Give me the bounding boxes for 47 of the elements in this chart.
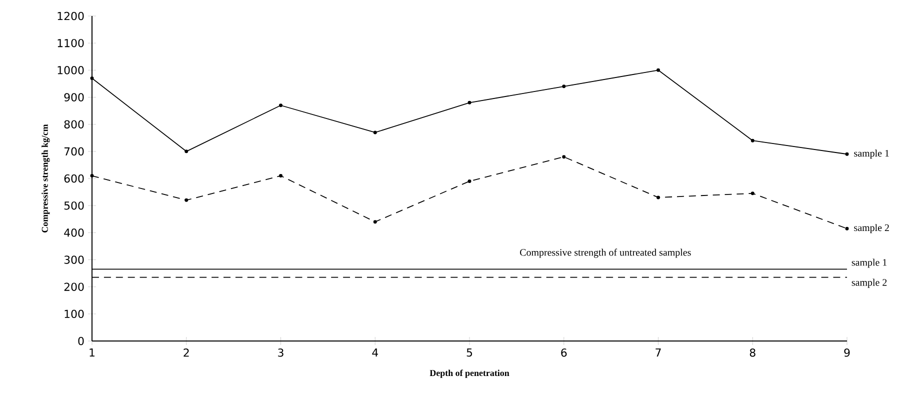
y-tick-label: 900 (64, 93, 84, 102)
point (184, 198, 188, 202)
y-tick-label: 1200 (58, 12, 84, 20)
x-tick-label: 7 (656, 348, 661, 356)
y-tick-label: 400 (64, 228, 84, 237)
point (468, 100, 472, 104)
point (184, 150, 188, 154)
point (656, 196, 660, 200)
point (750, 192, 754, 196)
y-tick-label: 0 (78, 336, 84, 346)
y-tick-label: 300 (64, 256, 84, 264)
point (845, 152, 849, 156)
x-axis-title: Depth of penetration (430, 370, 510, 378)
x-tick-label: 5 (466, 348, 472, 357)
y-axis-title: Compressive strength kg/cm (42, 124, 50, 232)
point (562, 155, 566, 159)
y-tick-label: 200 (64, 282, 84, 291)
x-tick-label: 9 (844, 348, 850, 357)
ref-line-label: sample 1 (852, 258, 887, 268)
y-tick-label: 800 (64, 120, 84, 128)
point (750, 138, 754, 142)
ref-line-label: sample 2 (852, 278, 887, 288)
point (656, 68, 660, 72)
point (562, 84, 566, 88)
x-tick-label: 6 (561, 348, 567, 357)
x-tick-label: 2 (184, 348, 189, 357)
annotation: Compressive strength of untreated samples (520, 248, 691, 258)
point (90, 174, 94, 178)
y-tick-label: 1000 (58, 66, 84, 74)
point (90, 76, 94, 80)
y-tick-label: 500 (64, 201, 84, 210)
series-label: sample 2 (854, 224, 889, 234)
x-tick-label: 4 (372, 348, 378, 356)
series-label: sample 1 (854, 150, 889, 159)
x-tick-label: 8 (750, 348, 756, 357)
point (279, 104, 282, 108)
point (468, 179, 472, 183)
point (373, 130, 377, 134)
point (373, 220, 377, 224)
x-tick-label: 3 (278, 348, 284, 357)
point (845, 226, 849, 230)
y-tick-label: 1100 (58, 38, 84, 48)
x-tick-label: 1 (90, 348, 94, 356)
point (279, 174, 282, 178)
y-tick-label: 700 (64, 147, 84, 156)
y-tick-label: 600 (64, 174, 84, 183)
y-tick-label: 100 (64, 310, 84, 318)
